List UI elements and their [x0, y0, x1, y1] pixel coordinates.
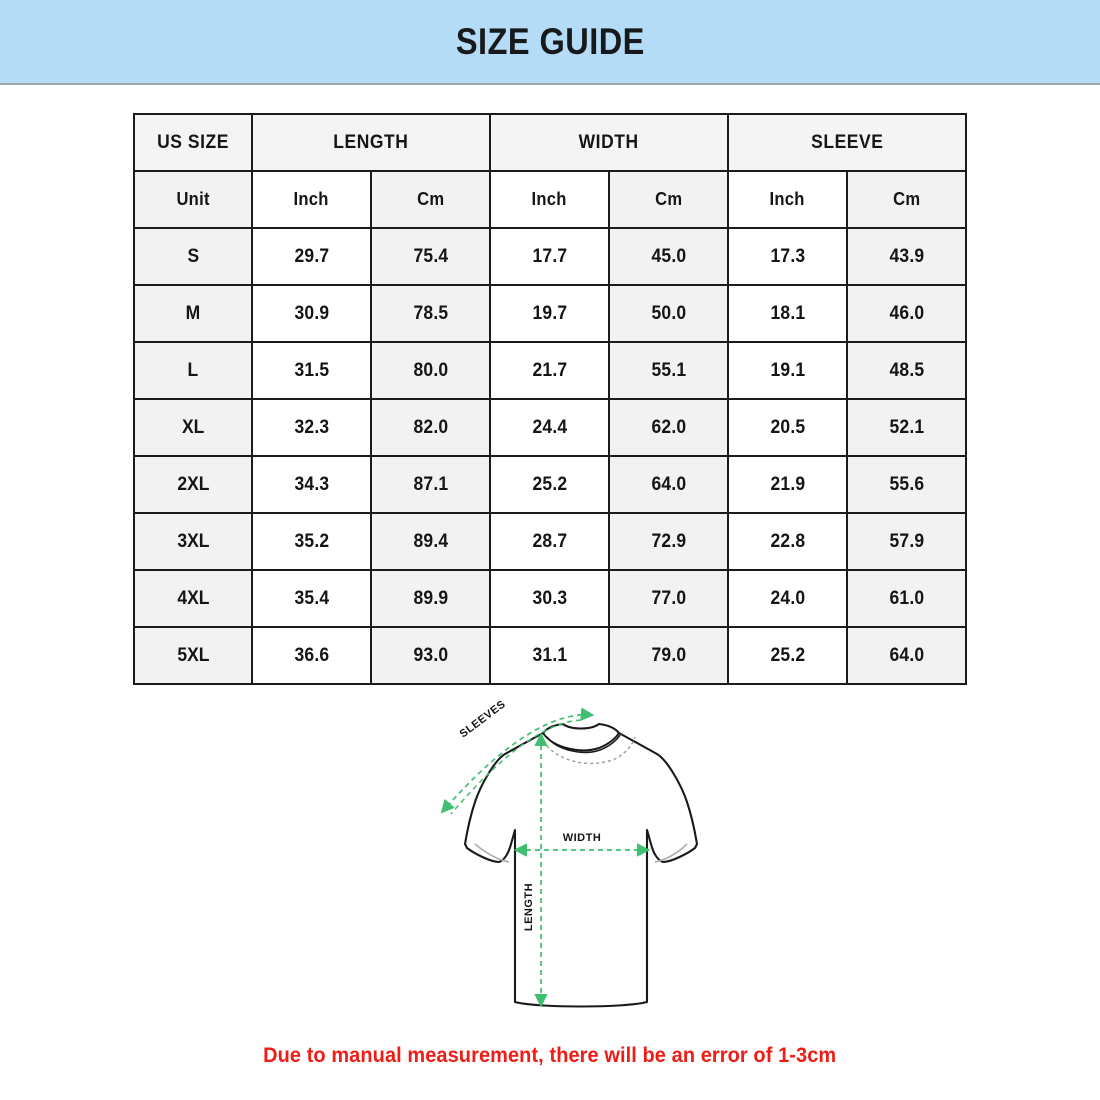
cell-width-cm: 72.9	[607, 512, 730, 571]
cell-width-inch: 31.1	[489, 626, 610, 685]
row-size-label: L	[133, 341, 253, 400]
unit-sleeve-inch: Inch	[727, 170, 849, 229]
cell-width-cm: 64.0	[607, 455, 730, 514]
cell-sleeve-inch: 22.8	[727, 512, 849, 571]
sleeves-measure-line	[440, 707, 595, 814]
table-row: 3XL 35.2 89.4 28.7 72.9 22.8 57.9	[133, 512, 968, 571]
cell-width-inch: 25.2	[489, 455, 610, 514]
unit-width-inch: Inch	[489, 170, 610, 229]
cell-width-cm: 77.0	[607, 569, 730, 628]
cell-length-cm: 87.1	[370, 455, 491, 514]
cell-length-cm: 93.0	[370, 626, 491, 685]
cell-sleeve-inch: 17.3	[727, 227, 849, 286]
row-size-label: 2XL	[133, 455, 253, 514]
cell-sleeve-cm: 52.1	[846, 398, 968, 457]
size-chart-table: US SIZE LENGTH WIDTH SLEEVE Unit Inch Cm…	[133, 113, 968, 685]
row-size-label: 4XL	[133, 569, 253, 628]
cell-length-cm: 80.0	[370, 341, 491, 400]
page-title: SIZE GUIDE	[455, 20, 645, 62]
unit-width-cm: Cm	[607, 170, 730, 229]
cell-sleeve-cm: 46.0	[846, 284, 968, 343]
cell-sleeve-inch: 25.2	[727, 626, 849, 685]
row-size-label: M	[133, 284, 253, 343]
unit-header-label: Unit	[133, 170, 253, 229]
cell-sleeve-cm: 43.9	[846, 227, 968, 286]
table-row: 5XL 36.6 93.0 31.1 79.0 25.2 64.0	[133, 626, 968, 685]
cell-length-inch: 30.9	[251, 284, 372, 343]
group-header-width: WIDTH	[488, 113, 730, 172]
cell-sleeve-cm: 55.6	[846, 455, 968, 514]
cell-width-cm: 45.0	[607, 227, 730, 286]
disclaimer-text: Due to manual measurement, there will be…	[263, 1044, 837, 1067]
cell-width-cm: 79.0	[607, 626, 730, 685]
cell-length-cm: 89.4	[370, 512, 491, 571]
cell-width-inch: 19.7	[489, 284, 610, 343]
length-label: LENGTH	[523, 883, 535, 931]
cell-sleeve-cm: 64.0	[846, 626, 968, 685]
cell-length-inch: 36.6	[251, 626, 372, 685]
cell-length-cm: 75.4	[370, 227, 491, 286]
cell-length-inch: 32.3	[251, 398, 372, 457]
cell-length-inch: 35.2	[251, 512, 372, 571]
table-row: M 30.9 78.5 19.7 50.0 18.1 46.0	[133, 284, 968, 343]
cell-sleeve-inch: 24.0	[727, 569, 849, 628]
row-size-label: XL	[133, 398, 253, 457]
unit-length-cm: Cm	[370, 170, 491, 229]
row-size-label: 3XL	[133, 512, 253, 571]
cell-width-cm: 50.0	[607, 284, 730, 343]
sleeves-label: SLEEVES	[458, 698, 509, 740]
table-row: 4XL 35.4 89.9 30.3 77.0 24.0 61.0	[133, 569, 968, 628]
cell-sleeve-cm: 61.0	[846, 569, 968, 628]
unit-sleeve-cm: Cm	[846, 170, 968, 229]
page-header-banner: SIZE GUIDE	[0, 0, 1100, 85]
size-table-container: US SIZE LENGTH WIDTH SLEEVE Unit Inch Cm…	[133, 113, 968, 685]
cell-width-inch: 21.7	[489, 341, 610, 400]
table-group-header-row: US SIZE LENGTH WIDTH SLEEVE	[133, 113, 968, 172]
cell-length-inch: 34.3	[251, 455, 372, 514]
cell-width-inch: 24.4	[489, 398, 610, 457]
cell-sleeve-inch: 19.1	[727, 341, 849, 400]
cell-sleeve-cm: 48.5	[846, 341, 968, 400]
row-size-label: 5XL	[133, 626, 253, 685]
measurement-disclaimer: Due to manual measurement, there will be…	[0, 1044, 1100, 1068]
cell-sleeve-cm: 57.9	[846, 512, 968, 571]
width-label: WIDTH	[563, 832, 602, 844]
cell-sleeve-inch: 21.9	[727, 455, 849, 514]
left-sleeve-hem-icon	[474, 843, 510, 863]
unit-length-inch: Inch	[251, 170, 372, 229]
table-unit-row: Unit Inch Cm Inch Cm Inch Cm	[133, 170, 968, 229]
table-row: 2XL 34.3 87.1 25.2 64.0 21.9 55.6	[133, 455, 968, 514]
group-header-us-size: US SIZE	[133, 113, 253, 172]
cell-width-inch: 30.3	[489, 569, 610, 628]
cell-sleeve-inch: 20.5	[727, 398, 849, 457]
cell-length-cm: 82.0	[370, 398, 491, 457]
table-row: L 31.5 80.0 21.7 55.1 19.1 48.5	[133, 341, 968, 400]
cell-length-cm: 89.9	[370, 569, 491, 628]
cell-width-inch: 17.7	[489, 227, 610, 286]
cell-length-cm: 78.5	[370, 284, 491, 343]
group-header-length: LENGTH	[251, 113, 491, 172]
table-row: XL 32.3 82.0 24.4 62.0 20.5 52.1	[133, 398, 968, 457]
cell-length-inch: 35.4	[251, 569, 372, 628]
tshirt-measurement-diagram: SLEEVES WIDTH LENGTH	[440, 698, 699, 1008]
sleeves-measure-line-secondary	[450, 719, 582, 815]
table-row: S 29.7 75.4 17.7 45.0 17.3 43.9	[133, 227, 968, 286]
cell-width-cm: 55.1	[607, 341, 730, 400]
cell-sleeve-inch: 18.1	[727, 284, 849, 343]
cell-length-inch: 31.5	[251, 341, 372, 400]
group-header-sleeve: SLEEVE	[727, 113, 968, 172]
cell-width-cm: 62.0	[607, 398, 730, 457]
cell-width-inch: 28.7	[489, 512, 610, 571]
cell-length-inch: 29.7	[251, 227, 372, 286]
tshirt-outline-icon	[463, 722, 699, 1008]
row-size-label: S	[133, 227, 253, 286]
right-sleeve-hem-icon	[654, 843, 688, 863]
